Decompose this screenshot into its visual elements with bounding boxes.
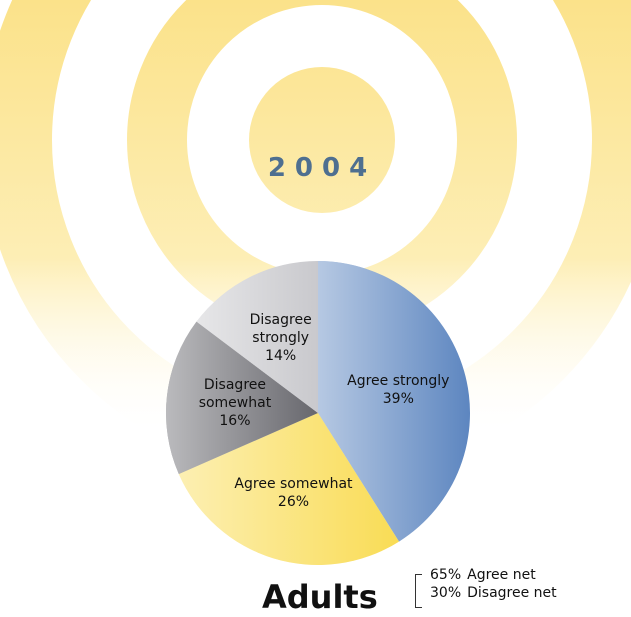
slice-sheen [318,261,471,542]
slice-value: 14% [265,348,297,365]
pie [166,261,471,565]
slice-sheen [166,321,318,475]
annotation-text: Disagree net [467,585,557,601]
slice-value: 26% [277,493,310,510]
slice-value: 39% [382,390,414,407]
slice-name: Agree somewhat [234,475,353,492]
slice-label: Agree somewhat 26% [223,475,363,511]
slice-value: 16% [219,413,251,430]
slice-name: Disagree somewhat [198,377,272,412]
chart-title: 2004 [267,153,377,183]
annotation-value: 30% [430,585,462,601]
slice-label: Disagree strongly 14% [241,311,321,365]
bracket [415,574,422,608]
slice-sheen [196,261,318,413]
annotation: 65% Agree net [430,567,536,583]
slice-label: Disagree somewhat 16% [195,376,275,430]
annotation: 30% Disagree net [430,585,557,601]
ring [249,67,395,213]
slice-name: Disagree strongly [249,312,312,347]
slice-label: Agree strongly 39% [328,372,468,408]
annotation-value: 65% [430,567,462,583]
slice-name: Agree strongly [347,372,450,389]
slice-sheen [178,413,400,565]
annotation-text: Agree net [467,567,536,583]
chart-subtitle: Adults [262,578,378,616]
